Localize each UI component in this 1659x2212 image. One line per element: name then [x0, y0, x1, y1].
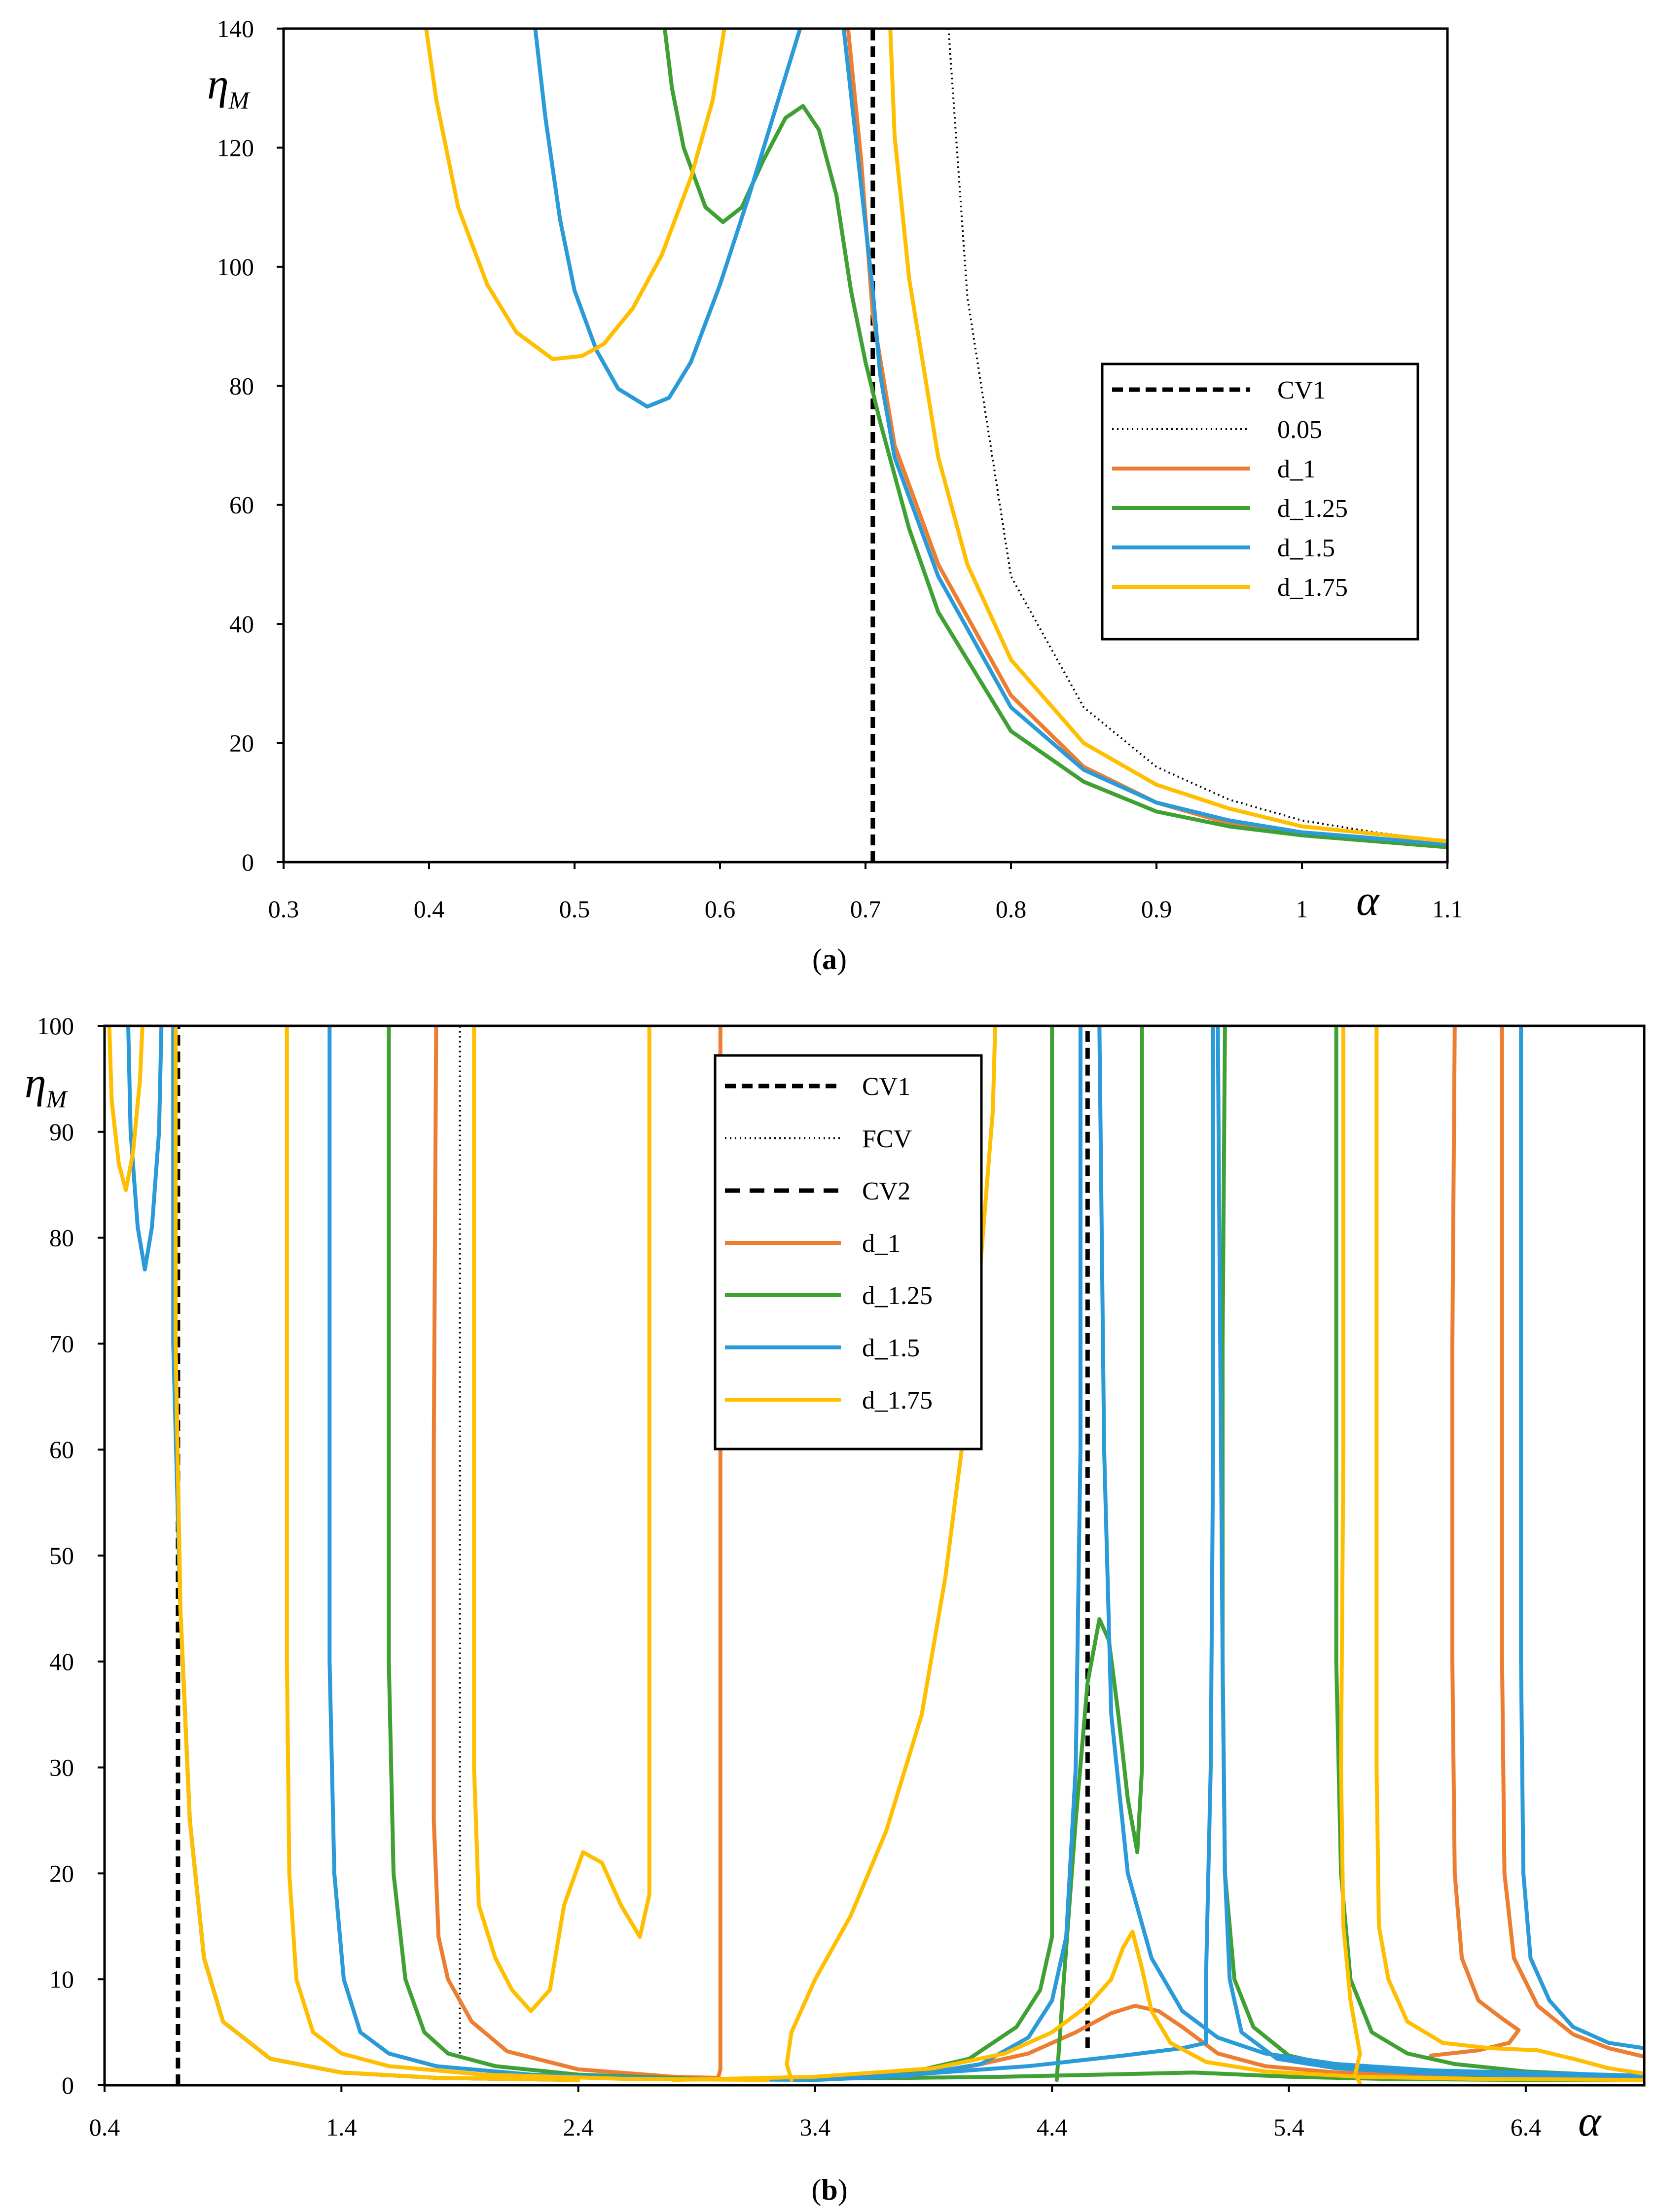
panel-b-series-d-1-75-25: [785, 1026, 997, 2082]
panel-a-y-tick-label: 140: [217, 15, 254, 42]
panel-a-x-tick-label: 0.3: [268, 895, 299, 923]
panel-a-series-d-1-25-3: [662, 29, 1447, 849]
panel-b-x-tick-label: 1.4: [326, 2113, 357, 2141]
panel-b-series-layer: [107, 1026, 1644, 2085]
panel-b-x-tick-label: 3.4: [800, 2113, 831, 2141]
panel-b-y-tick-label: 80: [49, 1224, 74, 1252]
panel-b-y-symbol: η: [25, 1059, 46, 1107]
panel-a-series-d-1-75-7: [888, 29, 1447, 843]
panel-b-caption-open: (: [811, 2174, 821, 2206]
panel-b-legend-label: FCV: [862, 1125, 912, 1153]
panel-b-legend: CV1 FCV CV2 d_1 d_1.25 d_1.5 d_1.75: [714, 1054, 983, 1450]
panel-a-x-tick-label: 0.8: [996, 895, 1027, 923]
panel-b-series-d-1-5-19: [1216, 1026, 1644, 2080]
panel-a-chart: 0.3 0.4 0.5 0.6 0.7 0.8 0.9 1 1.1 0 20 40 60 80 100 120…: [207, 15, 1463, 976]
panel-a-y-tick-label: 0: [242, 848, 254, 876]
panel-a-y-tick-label: 40: [229, 610, 254, 638]
panel-b-x-tick-label: 6.4: [1511, 2113, 1542, 2141]
panel-a-caption-open: (: [812, 943, 822, 976]
panel-b-series-d-1-5: [1429, 1026, 1521, 2058]
panel-a-legend-label: d_1: [1277, 455, 1316, 483]
panel-b-series-d-1-75-22: [174, 1026, 580, 2082]
panel-a-legend-box: [1101, 363, 1419, 641]
panel-b-y-tick-label: 30: [49, 1754, 74, 1781]
panel-b-legend-label: CV2: [862, 1177, 910, 1205]
panel-a-legend-label: 0.05: [1277, 416, 1322, 444]
panel-b-series-d-1-5-17: [1097, 1026, 1644, 2078]
panel-b-series-d-1-75-23: [285, 1026, 770, 2082]
panel-b-y-tick-label: 100: [37, 1012, 74, 1040]
panel-b-legend-label: d_1.25: [862, 1282, 933, 1310]
panel-b-series-d-1-75-27: [1339, 1026, 1362, 2085]
panel-b-series-d-1-5-20: [1519, 1026, 1644, 2050]
panel-a-y-tick-label: 20: [229, 729, 254, 757]
panel-b-y-tick-label: 90: [49, 1118, 74, 1146]
panel-b-x-tick-label: 5.4: [1273, 2113, 1304, 2141]
panel-b-series-d-1-5-13: [126, 1026, 164, 1271]
panel-b-series-d-1-75-28: [1374, 1026, 1644, 2076]
panel-a-y-subscript: M: [228, 86, 251, 114]
panel-a-y-tick-label: 120: [217, 134, 254, 161]
panel-a-series-d-1-5-4: [533, 29, 802, 409]
panel-a-series-d-1-5-5: [841, 29, 1447, 846]
panel-b-y-tick-label: 60: [49, 1436, 74, 1463]
panel-b-caption-close: ): [838, 2174, 848, 2206]
panel-a-x-tick-label: 1: [1296, 895, 1308, 923]
panel-b-x-tick-label: 2.4: [563, 2113, 594, 2141]
panel-a-series-d-1-75-6: [424, 29, 726, 361]
panel-b-x-axis-label: α: [1578, 2098, 1602, 2145]
panel-a-y-tick-label: 100: [217, 253, 254, 281]
panel-b-y-tick-label: 70: [49, 1330, 74, 1357]
panel-b-caption: (b): [811, 2174, 847, 2206]
panel-b-y-subscript: M: [46, 1085, 68, 1113]
panel-a-caption-close: ): [837, 943, 847, 976]
panel-a-legend: CV1 0.05 d_1 d_1.25 d_1.5 d_1.75: [1101, 363, 1419, 641]
panel-a-ticks: 0.3 0.4 0.5 0.6 0.7 0.8 0.9 1 1.1 0 20 40 60 80 100 120…: [217, 15, 1463, 923]
panel-b-x-tick-label: 4.4: [1037, 2113, 1068, 2141]
panel-b-series-d-1-75-21: [107, 1026, 144, 1192]
panel-b-ticks: 0.4 1.4 2.4 3.4 4.4 5.4 6.4 0 10 20 30 40 50 60 70 80 90…: [37, 1012, 1541, 2141]
panel-a-x-tick-label: 0.4: [414, 895, 445, 923]
panel-a-x-tick-label: 0.7: [850, 895, 881, 923]
panel-b-chart: 0.4 1.4 2.4 3.4 4.4 5.4 6.4 0 10 20 30 40 50 60 70 80 90…: [25, 1012, 1646, 2206]
panel-a-x-tick-label: 0.5: [559, 895, 590, 923]
panel-a-x-tick-label: 1.1: [1432, 895, 1463, 923]
panel-a-y-tick-label: 60: [229, 491, 254, 519]
panel-a-caption: (a): [812, 943, 847, 976]
panel-a-y-axis-label: ηM: [207, 61, 251, 114]
panel-a-legend-label: CV1: [1277, 376, 1326, 404]
panel-b-legend-label: d_1.5: [862, 1334, 920, 1362]
panel-b-series-d-1-25-11: [1334, 1026, 1644, 2079]
panel-b-series-d-1-75-26: [671, 1929, 1644, 2082]
panel-b-y-tick-label: 20: [49, 1859, 74, 1887]
panel-b-y-tick-label: 50: [49, 1542, 74, 1569]
panel-a-legend-label: d_1.75: [1277, 574, 1348, 602]
panel-b-y-tick-label: 40: [49, 1648, 74, 1675]
panel-a-legend-label: d_1.25: [1277, 495, 1348, 523]
panel-a-y-tick-label: 80: [229, 372, 254, 399]
panel-a-x-tick-label: 0.9: [1141, 895, 1172, 923]
panel-a-caption-letter: a: [822, 943, 837, 976]
panel-a-x-tick-label: 0.6: [705, 895, 736, 923]
panel-a-y-symbol: η: [207, 61, 229, 109]
panel-a-legend-label: d_1.5: [1277, 534, 1335, 562]
panel-b-y-tick-label: 10: [49, 1965, 74, 1993]
panel-b-series-d-1-5-18: [789, 1026, 1215, 2081]
panel-b-series-d-1-3: [432, 1026, 722, 2080]
panel-b-legend-label: d_1: [862, 1230, 901, 1258]
panel-b-y-axis-label: ηM: [25, 1059, 68, 1113]
panel-b-legend-box: [714, 1054, 983, 1450]
panel-b-caption-letter: b: [821, 2174, 837, 2206]
panel-b-x-tick-label: 0.4: [89, 2113, 120, 2141]
panel-b-series-d-1-6: [1500, 1026, 1644, 2059]
panel-b-legend-label: d_1.75: [862, 1386, 933, 1414]
panel-b-y-tick-label: 0: [62, 2071, 74, 2099]
panel-b-legend-label: CV1: [862, 1073, 910, 1101]
panel-a-series-layer: [424, 29, 1447, 862]
panel-a-x-axis-label: α: [1356, 877, 1380, 925]
panel-b-series-d-1-75-24: [472, 1026, 651, 2013]
panel-b-series-d-1-25-9: [1054, 1026, 1144, 2082]
